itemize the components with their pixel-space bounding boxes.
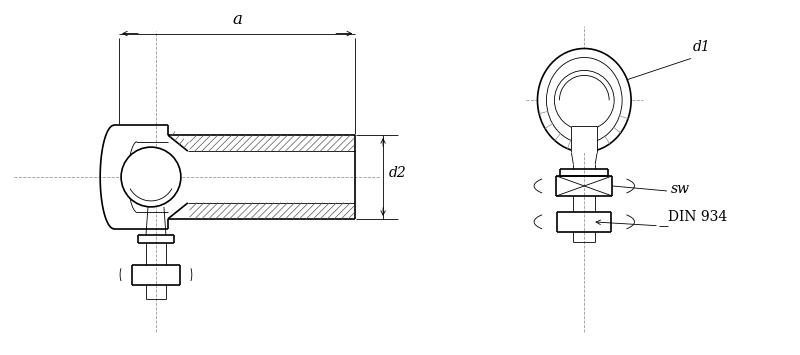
Circle shape	[121, 147, 181, 207]
Text: d1: d1	[693, 40, 710, 54]
Ellipse shape	[538, 49, 631, 152]
Circle shape	[554, 70, 614, 130]
Text: sw: sw	[671, 182, 690, 196]
Text: DIN 934: DIN 934	[668, 210, 727, 224]
Bar	[571, 126, 598, 153]
Text: d2: d2	[389, 166, 406, 180]
Text: a: a	[232, 11, 242, 28]
